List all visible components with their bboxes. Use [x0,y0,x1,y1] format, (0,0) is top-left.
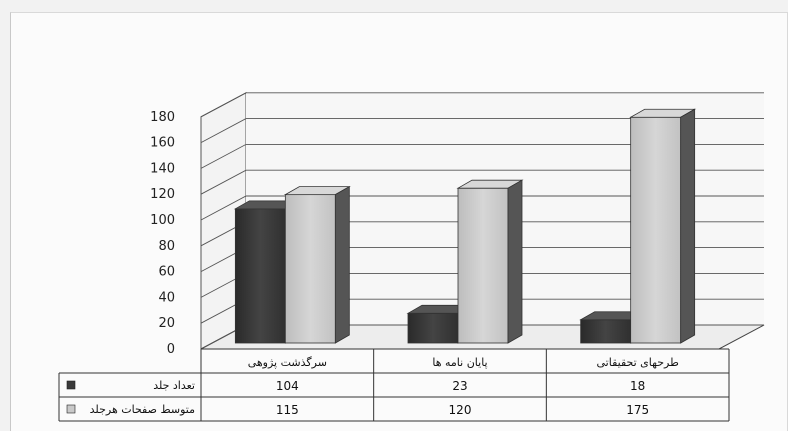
y-tick-label: 60 [158,265,175,280]
y-axis: 0 20 40 60 80 100 120 140 160 180 [150,110,175,357]
bar [458,180,522,343]
bar-front-face [285,195,335,343]
y-tick-label: 140 [150,161,175,176]
data-label: 18 [630,379,645,393]
bar-side-face [681,109,695,343]
data-label: 120 [449,403,472,417]
data-label: 115 [276,403,299,417]
bar-side-face [335,187,349,343]
bar-front-face [581,320,631,343]
data-label: 175 [626,403,649,417]
y-tick-label: 20 [158,316,175,331]
data-label: 23 [452,379,467,393]
legend-key [67,405,75,413]
bar-front-face [408,313,458,343]
bar [631,109,695,343]
data-label: 104 [276,379,299,393]
bar [285,187,349,343]
y-tick-label: 40 [158,290,175,305]
legend-label: متوسط صفحات هرجلد [90,403,195,416]
category-label: پایان نامه ها [432,356,487,369]
bar-front-face [631,117,681,343]
data-table: سرگذشت پژوهی پایان نامه ها طرحهای تحقیقاتی… [59,349,729,421]
y-tick-label: 160 [150,136,175,151]
bar-side-face [508,180,522,343]
legend-label: تعداد جلد [153,379,195,392]
bar-front-face [458,188,508,343]
y-tick-label: 180 [150,110,175,125]
legend-key [67,381,75,389]
y-tick-label: 120 [150,187,175,202]
y-tick-label: 100 [150,213,175,228]
bar-front-face [235,209,285,343]
category-label: سرگذشت پژوهی [248,356,327,369]
chart-frame: 0 20 40 60 80 100 120 140 160 180 سرگذشت پژوهی پای… [10,12,788,431]
y-tick-label: 80 [158,239,175,254]
chart-svg: 0 20 40 60 80 100 120 140 160 180 سرگذشت پژوهی پای… [11,13,787,431]
y-tick-label: 0 [167,342,175,357]
category-label: طرحهای تحقیقاتی [596,356,679,369]
